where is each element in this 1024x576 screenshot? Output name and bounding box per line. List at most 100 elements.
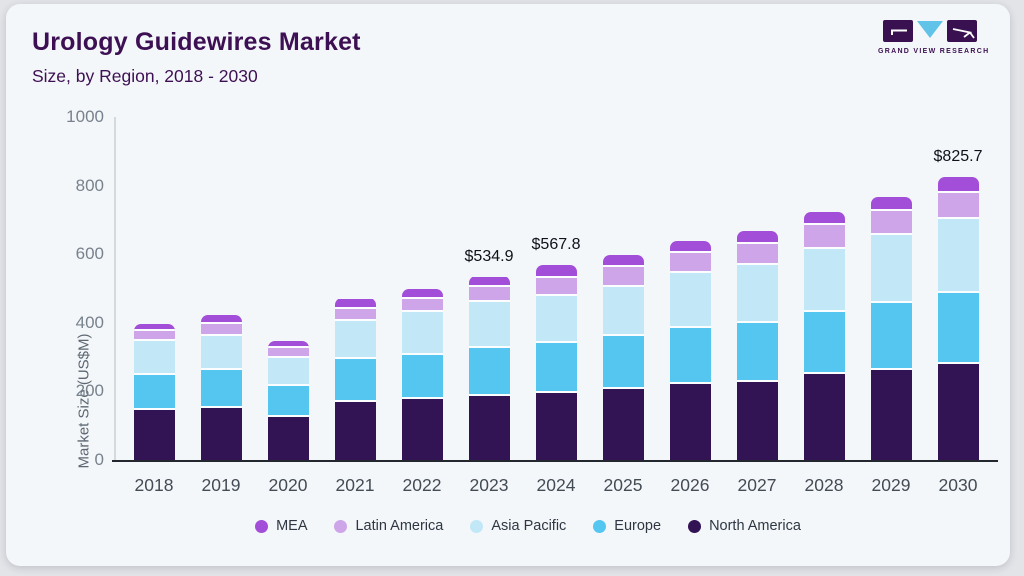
bar-segment-mea <box>937 177 979 194</box>
bar-2021 <box>334 298 376 460</box>
value-label-2030: $825.7 <box>933 147 983 165</box>
bar-segment-asia-pacific <box>267 357 309 386</box>
bar-segment-mea <box>669 241 711 254</box>
bar-segment-europe <box>133 374 175 410</box>
bar-segment-mea <box>803 212 845 226</box>
bar-segment-latin-america <box>267 347 309 358</box>
bar-segment-europe <box>669 328 711 384</box>
y-tick-label-800: 800 <box>75 175 104 195</box>
bar-2029 <box>870 197 912 460</box>
bar-segment-north-america <box>870 369 912 460</box>
bar-segment-north-america <box>401 399 443 460</box>
logo-v-triangle-icon <box>917 21 943 38</box>
bar-segment-europe <box>870 302 912 370</box>
bar-segment-north-america <box>267 417 309 460</box>
bar-segment-asia-pacific <box>736 264 778 323</box>
bar-segment-asia-pacific <box>870 235 912 303</box>
page-title: Urology Guidewires Market <box>32 28 361 56</box>
bar-2028 <box>803 212 845 460</box>
bar-segment-asia-pacific <box>669 273 711 329</box>
bar-segment-europe <box>200 370 242 408</box>
legend-swatch-latin-america-icon <box>334 519 348 533</box>
bar-segment-latin-america <box>803 225 845 249</box>
bar-segment-europe <box>803 312 845 375</box>
logo-r-block-icon <box>947 20 977 42</box>
x-axis-line <box>112 460 998 462</box>
bar-2024 <box>535 265 577 460</box>
legend-label-asia-pacific: Asia Pacific <box>491 518 567 534</box>
bar-2020 <box>267 341 309 460</box>
x-category-label-2023: 2023 <box>469 475 509 495</box>
gvr-logo: GRAND VIEW RESEARCH <box>878 20 990 55</box>
bar-segment-latin-america <box>669 253 711 274</box>
bar-segment-north-america <box>200 407 242 460</box>
bar-segment-latin-america <box>535 277 577 296</box>
bar-segment-north-america <box>133 409 175 460</box>
bar-segment-mea <box>267 341 309 348</box>
x-category-label-2020: 2020 <box>268 475 308 495</box>
x-category-label-2025: 2025 <box>603 475 643 495</box>
bar-segment-europe <box>602 336 644 390</box>
bar-2023 <box>468 276 510 460</box>
value-label-2023: $534.9 <box>464 247 514 265</box>
bar-2027 <box>736 231 778 460</box>
y-tick-label-0: 0 <box>94 450 104 469</box>
x-category-label-2026: 2026 <box>670 475 710 495</box>
bar-segment-europe <box>401 355 443 400</box>
bar-segment-asia-pacific <box>937 219 979 293</box>
bar-segment-asia-pacific <box>602 286 644 337</box>
x-category-label-2030: 2030 <box>938 475 978 495</box>
bar-segment-europe <box>535 343 577 394</box>
bar-segment-mea <box>736 231 778 245</box>
bar-segment-latin-america <box>133 331 175 342</box>
legend-item-europe: Europe <box>593 518 661 534</box>
bar-segment-latin-america <box>334 309 376 321</box>
x-category-label-2029: 2029 <box>871 475 911 495</box>
bar-segment-mea <box>468 276 510 288</box>
legend-swatch-asia-pacific-icon <box>470 519 484 533</box>
legend-label-mea: MEA <box>276 518 308 534</box>
y-tick-label-400: 400 <box>75 312 104 332</box>
bar-segment-asia-pacific <box>401 311 443 356</box>
bar-2026 <box>669 241 711 460</box>
bar-2018 <box>133 324 175 460</box>
bar-segment-north-america <box>535 393 577 460</box>
bar-segment-mea <box>334 298 376 310</box>
bar-segment-north-america <box>669 383 711 460</box>
bar-segment-north-america <box>602 389 644 460</box>
bar-segment-latin-america <box>401 299 443 312</box>
value-label-2024: $567.8 <box>531 236 581 254</box>
legend-item-asia-pacific: Asia Pacific <box>470 518 566 534</box>
bar-segment-mea <box>133 324 175 332</box>
legend-item-mea: MEA <box>255 518 307 534</box>
chart-legend: MEA Latin America Asia Pacific Europe North … <box>66 518 990 534</box>
logo-g-block-icon <box>883 20 913 42</box>
bar-segment-mea <box>401 289 443 300</box>
bar-segment-europe <box>468 347 510 396</box>
bar-segment-north-america <box>468 395 510 460</box>
legend-swatch-mea-icon <box>255 519 269 533</box>
bar-segment-europe <box>937 292 979 365</box>
x-category-label-2024: 2024 <box>536 475 576 495</box>
bar-segment-latin-america <box>468 287 510 303</box>
bar-2019 <box>200 315 242 460</box>
bar-segment-latin-america <box>200 324 242 336</box>
bar-segment-europe <box>334 359 376 403</box>
logo-text: GRAND VIEW RESEARCH <box>878 48 990 55</box>
y-tick-label-600: 600 <box>75 244 104 264</box>
y-axis-line <box>114 117 116 460</box>
bar-segment-north-america <box>937 364 979 460</box>
bar-2030 <box>937 177 979 460</box>
bar-segment-asia-pacific <box>468 302 510 348</box>
bar-segment-latin-america <box>870 210 912 236</box>
bar-segment-europe <box>267 385 309 418</box>
bar-segment-asia-pacific <box>200 335 242 371</box>
bar-segment-latin-america <box>602 267 644 287</box>
bar-segment-latin-america <box>937 193 979 220</box>
y-tick-label-200: 200 <box>75 381 104 401</box>
x-category-label-2027: 2027 <box>737 475 777 495</box>
legend-label-europe: Europe <box>614 518 662 534</box>
x-category-label-2022: 2022 <box>402 475 442 495</box>
bar-2025 <box>602 255 644 460</box>
x-category-label-2018: 2018 <box>134 475 174 495</box>
